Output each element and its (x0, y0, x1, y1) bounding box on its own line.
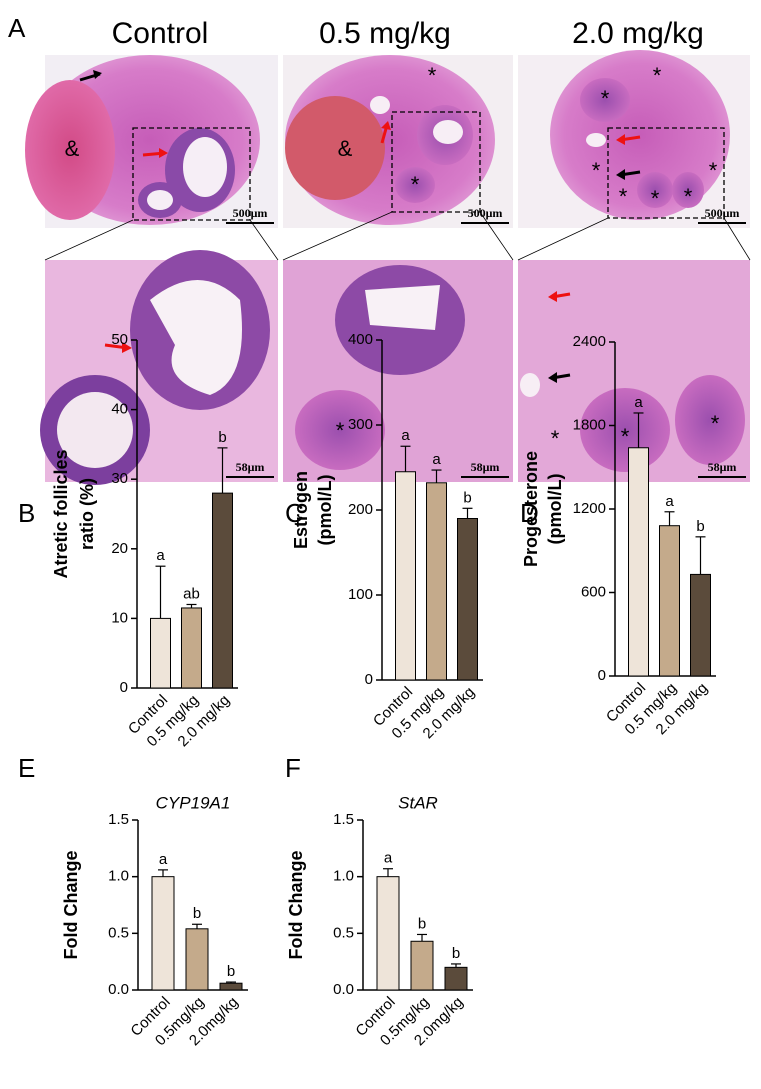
y-axis-label: Fold Change (61, 851, 81, 960)
y-tick-label: 20 (111, 540, 128, 557)
y-tick-label: 30 (111, 470, 128, 487)
significance-letter: a (401, 427, 410, 444)
bar (181, 607, 202, 689)
y-tick-label: 0 (365, 671, 373, 688)
significance-letter: b (452, 945, 460, 962)
tissue-mark: * (601, 86, 610, 111)
panel-label: E (18, 753, 35, 783)
bar (690, 573, 711, 677)
tissue-mark: * (621, 424, 630, 449)
y-tick-label: 0.0 (108, 981, 129, 998)
y-tick-label: 1200 (573, 500, 606, 517)
significance-letter: a (665, 493, 674, 510)
significance-letter: b (418, 915, 426, 932)
tissue-mark: * (684, 184, 693, 209)
significance-letter: a (432, 451, 441, 468)
y-axis-label: Fold Change (286, 851, 306, 960)
y-axis-label: Progesterone (521, 451, 541, 567)
tissue-mark: * (709, 158, 718, 183)
bar (185, 928, 209, 991)
scale-bar-label: 58μm (236, 460, 265, 474)
significance-letter: a (634, 394, 643, 411)
y-tick-label: 50 (111, 331, 128, 348)
y-tick-label: 1.0 (108, 868, 129, 885)
y-tick-label: 1800 (573, 416, 606, 433)
significance-letter: ab (183, 585, 200, 602)
tissue-mark: * (651, 186, 660, 211)
y-tick-label: 1.0 (333, 868, 354, 885)
tissue-mark: * (411, 172, 420, 197)
tissue-mark: * (711, 411, 720, 436)
column-header: 0.5 mg/kg (319, 17, 451, 50)
y-tick-label: 0 (120, 679, 128, 696)
scale-bar-label: 58μm (708, 460, 737, 474)
panel-label: C (285, 498, 304, 528)
bar (426, 482, 447, 681)
bar (212, 492, 233, 689)
y-axis-label: (pmol/L) (315, 475, 335, 546)
significance-letter: a (156, 547, 165, 564)
y-tick-label: 40 (111, 401, 128, 418)
bar (444, 966, 468, 991)
tissue-mark: * (551, 426, 560, 451)
y-tick-label: 1.5 (108, 811, 129, 828)
bar (150, 617, 171, 689)
y-tick-label: 300 (348, 416, 373, 433)
tissue-mark: * (619, 184, 628, 209)
column-header: Control (112, 17, 209, 50)
y-tick-label: 600 (581, 583, 606, 600)
bar (659, 525, 680, 677)
chart-title: StAR (398, 793, 438, 812)
significance-letter: b (696, 518, 704, 535)
y-tick-label: 0 (598, 667, 606, 684)
y-tick-label: 400 (348, 331, 373, 348)
zoom-lines (44, 211, 751, 261)
panel-label: B (18, 498, 35, 528)
y-axis-label: ratio (%) (77, 478, 97, 550)
bar (628, 447, 649, 677)
y-tick-label: 2400 (573, 333, 606, 350)
chart-title: CYP19A1 (156, 793, 231, 812)
y-tick-label: 10 (111, 609, 128, 626)
y-tick-label: 200 (348, 501, 373, 518)
scale-bar-label: 58μm (471, 460, 500, 474)
y-tick-label: 0.5 (333, 924, 354, 941)
tissue-mark: * (428, 63, 437, 88)
tissue-mark: * (336, 418, 345, 443)
scale-bar-label: 500μm (233, 206, 268, 220)
y-tick-label: 0.0 (333, 981, 354, 998)
significance-letter: a (159, 851, 168, 868)
y-tick-label: 0.5 (108, 924, 129, 941)
significance-letter: b (218, 429, 226, 446)
y-axis-label: (pmol/L) (545, 474, 565, 545)
bar (219, 982, 243, 991)
significance-letter: b (463, 489, 471, 506)
bar (376, 876, 400, 991)
significance-letter: b (193, 905, 201, 922)
y-tick-label: 100 (348, 586, 373, 603)
bar (151, 876, 175, 991)
histology-images (25, 50, 750, 485)
tissue-mark: * (653, 63, 662, 88)
scale-bar-label: 500μm (705, 206, 740, 220)
panel-label: A (8, 13, 26, 43)
significance-letter: b (227, 963, 235, 980)
y-axis-label: Atretic follicles (51, 449, 71, 578)
bar (410, 940, 434, 991)
arrows (79, 70, 641, 383)
zoom-boxes (132, 111, 725, 221)
panel-label: F (285, 753, 301, 783)
tissue-mark: & (338, 136, 353, 161)
bar (395, 471, 416, 681)
y-axis-label: Estrogen (291, 471, 311, 549)
panel-label: D (520, 498, 539, 528)
significance-letter: a (384, 850, 393, 867)
y-tick-label: 1.5 (333, 811, 354, 828)
bar (457, 518, 478, 681)
tissue-mark: * (592, 158, 601, 183)
tissue-mark: & (65, 136, 80, 161)
scale-bar-label: 500μm (468, 206, 503, 220)
column-header: 2.0 mg/kg (572, 17, 704, 50)
